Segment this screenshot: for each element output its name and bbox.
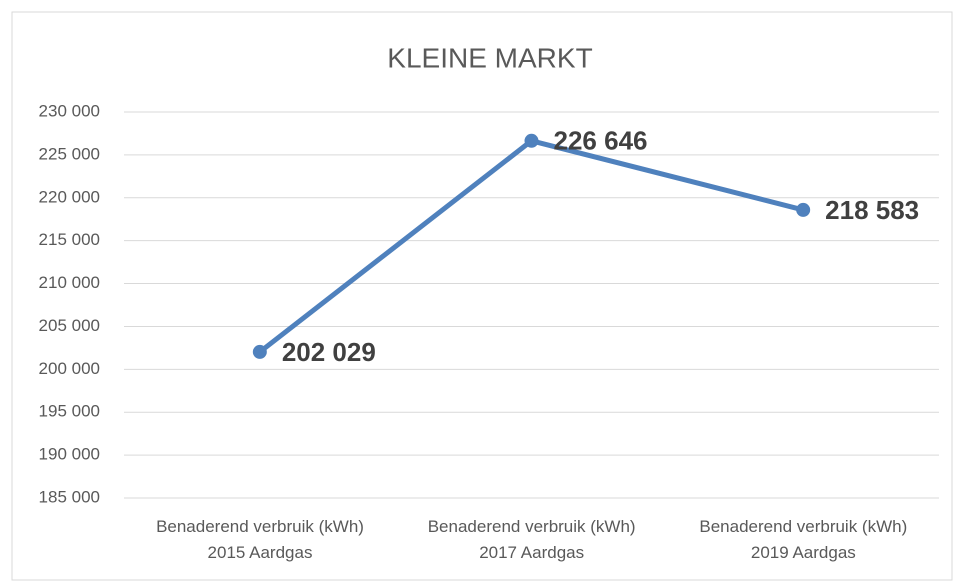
y-tick-label: 225 000 bbox=[39, 144, 100, 163]
y-tick-label: 205 000 bbox=[39, 316, 100, 335]
data-label: 202 029 bbox=[282, 337, 376, 367]
x-tick-label: Benaderend verbruik (kWh) 2017 Aardgas bbox=[427, 517, 636, 562]
y-tick-label: 185 000 bbox=[39, 487, 100, 506]
y-tick-label: 230 000 bbox=[39, 101, 100, 120]
y-tick-label: 220 000 bbox=[39, 187, 100, 206]
y-tick-label: 195 000 bbox=[39, 402, 100, 421]
y-tick-label: 190 000 bbox=[39, 445, 100, 464]
x-tick-label: Benaderend verbruik (kWh) 2015 Aardgas bbox=[156, 517, 364, 562]
marker bbox=[252, 344, 267, 359]
x-tick-label: Benaderend verbruik (kWh) 2019 Aardgas bbox=[699, 517, 908, 562]
chart-frame bbox=[11, 11, 953, 581]
chart-title: KLEINE MARKT bbox=[387, 42, 592, 73]
y-tick-label: 215 000 bbox=[39, 230, 100, 249]
data-label: 226 646 bbox=[554, 126, 648, 156]
y-tick-label: 210 000 bbox=[39, 273, 100, 292]
data-label: 218 583 bbox=[825, 195, 919, 225]
marker bbox=[796, 202, 811, 217]
y-tick-label: 200 000 bbox=[39, 359, 100, 378]
marker bbox=[524, 133, 539, 148]
